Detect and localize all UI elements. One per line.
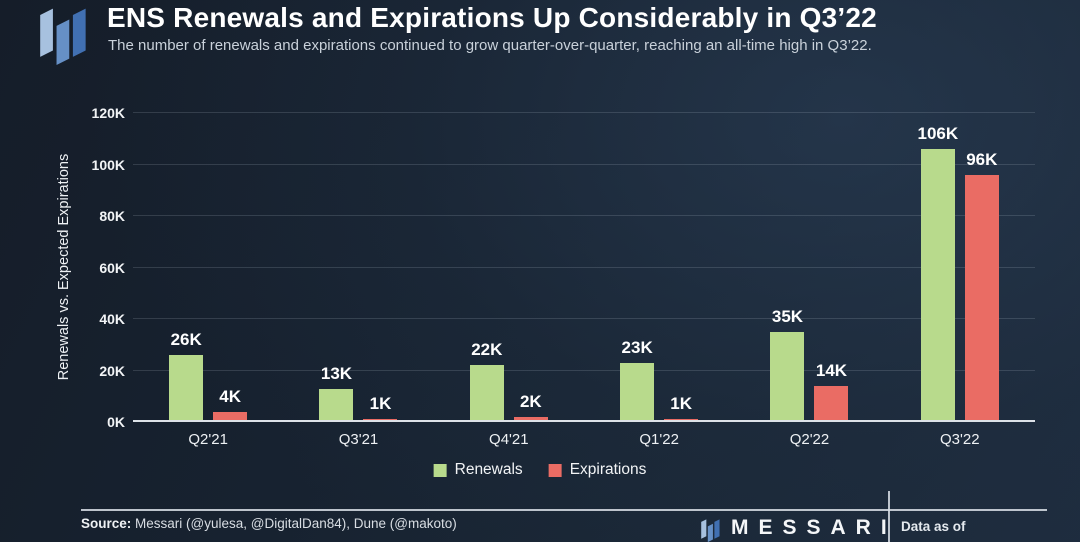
messari-wordmark: MESSARI [731,516,897,539]
x-category-label: Q3'22 [940,431,980,448]
y-tick-label: 120K [91,105,125,121]
x-axis-line [133,420,1035,422]
page-title: ENS Renewals and Expirations Up Consider… [107,2,877,33]
y-tick-label: 100K [91,156,125,173]
bar-value-label: 23K [621,337,653,357]
renewals-bar [920,149,955,422]
bar-group: 23K 1K [584,113,734,422]
expirations-bar [513,416,548,422]
legend-swatch-renewals [433,463,447,477]
x-category-label: Q2'21 [188,431,228,448]
x-category-label: Q1'22 [639,431,679,448]
gridline [133,266,1035,268]
bar-value-label: 2K [519,391,542,411]
expirations-bar [964,174,999,422]
y-tick-labels: 0K 20K 40K 60K 80K 100K 120K [70,105,125,430]
renewals-bar [469,365,504,422]
source-text: Messari (@yulesa, @DigitalDan84), Dune (… [131,516,457,531]
footer-brand: MESSARI [699,516,897,542]
gridlines [133,112,1035,422]
renewals-bar-wrap: 22K [469,113,504,422]
footer-vertical-divider [888,491,890,542]
expirations-bar [213,411,248,422]
expirations-bar-wrap: 1K [363,113,398,422]
x-category-label: Q4'21 [489,431,529,448]
bar-value-label: 4K [219,386,242,406]
messari-logo-icon-small [701,519,720,542]
bar-group: 26K 4K [133,113,283,422]
data-as-of-label: Data as of [901,519,966,534]
plot-area: 26K 4K 13K 1K 22K 2K 23K 1K 35K 14K 106K 96K [133,112,1035,422]
y-tick-label: 20K [99,362,125,379]
y-tick-label: 60K [99,259,125,276]
renewals-bar [620,362,655,422]
gridline [133,318,1035,319]
renewals-bar-wrap: 106K [917,113,958,422]
renewals-bar-wrap: 26K [169,113,204,422]
bar-value-label: 1K [670,394,692,414]
x-category-label: Q3'21 [338,431,379,448]
y-tick-label: 80K [99,208,125,224]
bar-group: 35K 14K [734,113,884,422]
y-tick-label: 40K [99,311,125,327]
source-attribution: Source: Messari (@yulesa, @DigitalDan84)… [81,516,457,531]
legend-label-renewals: Renewals [454,461,523,478]
legend-swatch-expirations [548,463,562,477]
bar-value-label: 96K [966,149,998,169]
expirations-bar-wrap: 1K [664,113,699,422]
bar-value-label: 1K [369,394,392,414]
gridline [133,163,1035,165]
renewals-bar [319,388,354,422]
expirations-bar-wrap: 14K [814,113,849,422]
y-tick-label: 0K [107,414,125,430]
renewals-bar-wrap: 35K [770,113,805,422]
legend: Renewals Expirations [433,461,647,479]
bar-value-label: 106K [917,124,959,144]
bar-value-label: 35K [771,306,804,326]
legend-item-renewals: Renewals [433,461,523,479]
messari-logo-icon [40,8,86,65]
renewals-bar-wrap: 13K [319,113,354,422]
renewals-bar [169,355,204,422]
renewals-bar [770,331,805,422]
bar-value-label: 22K [471,340,503,360]
expirations-bar-wrap: 4K [213,113,248,422]
legend-label-expirations: Expirations [569,461,647,478]
gridline [133,112,1035,113]
bar-group: 13K 1K [283,113,433,422]
bar-groups: 26K 4K 13K 1K 22K 2K 23K 1K 35K 14K 106K 96K [133,113,1035,422]
footer-divider-line [81,509,1047,511]
x-category-label: Q2'22 [789,431,830,448]
renewals-bar-wrap: 23K [620,113,655,422]
page-subtitle: The number of renewals and expirations c… [108,37,872,54]
bar-group: 106K 96K [885,113,1035,422]
bar-value-label: 13K [320,363,353,383]
expirations-bar-wrap: 96K [964,113,999,422]
expirations-bar [814,385,849,422]
bar-value-label: 14K [815,360,848,380]
legend-item-expirations: Expirations [548,461,647,479]
bar-value-label: 26K [170,330,202,350]
category-labels: Q2'21 Q3'21 Q4'21 Q1'22 Q2'22 Q3'22 [133,431,1035,448]
gridline [133,215,1035,216]
gridline [133,369,1035,371]
bar-group: 22K 2K [434,113,584,422]
expirations-bar-wrap: 2K [513,113,548,422]
source-label: Source: [81,516,132,531]
